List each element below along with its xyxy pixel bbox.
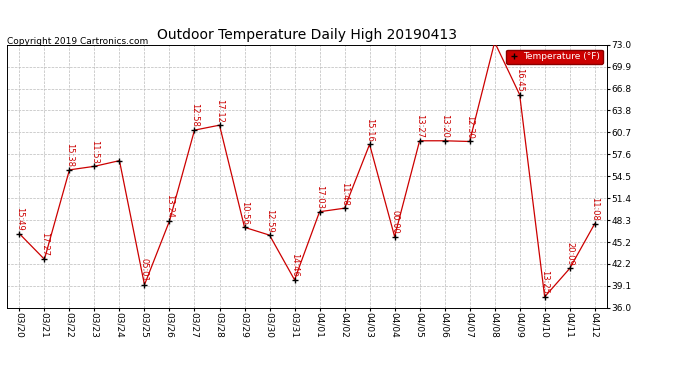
Text: Copyright 2019 Cartronics.com: Copyright 2019 Cartronics.com: [7, 38, 148, 46]
Text: 12:30: 12:30: [465, 115, 474, 139]
Text: 17:03: 17:03: [315, 185, 324, 209]
Text: 12:58: 12:58: [190, 104, 199, 128]
Text: 11:53: 11:53: [90, 140, 99, 164]
Text: 11:48: 11:48: [340, 182, 349, 206]
Text: 15:16: 15:16: [365, 118, 374, 141]
Text: 16:45: 16:45: [515, 68, 524, 92]
Text: 13:20: 13:20: [440, 114, 449, 138]
Text: 00:00: 00:00: [390, 210, 399, 234]
Text: 17:12: 17:12: [215, 99, 224, 122]
Text: 13:25: 13:25: [540, 270, 549, 294]
Text: 15:38: 15:38: [65, 143, 74, 167]
Text: 1: 1: [0, 374, 1, 375]
Text: 20:09: 20:09: [565, 242, 574, 266]
Text: 12:59: 12:59: [265, 209, 274, 232]
Text: 11:08: 11:08: [590, 197, 599, 221]
Text: 17:27: 17:27: [40, 232, 49, 256]
Text: 13:27: 13:27: [415, 114, 424, 138]
Text: 15:49: 15:49: [15, 207, 24, 231]
Text: 14:46: 14:46: [290, 253, 299, 277]
Text: 10:56: 10:56: [240, 201, 249, 225]
Title: Outdoor Temperature Daily High 20190413: Outdoor Temperature Daily High 20190413: [157, 28, 457, 42]
Legend: Temperature (°F): Temperature (°F): [506, 50, 602, 64]
Text: 05:01: 05:01: [140, 258, 149, 282]
Text: 13:24: 13:24: [165, 194, 174, 218]
